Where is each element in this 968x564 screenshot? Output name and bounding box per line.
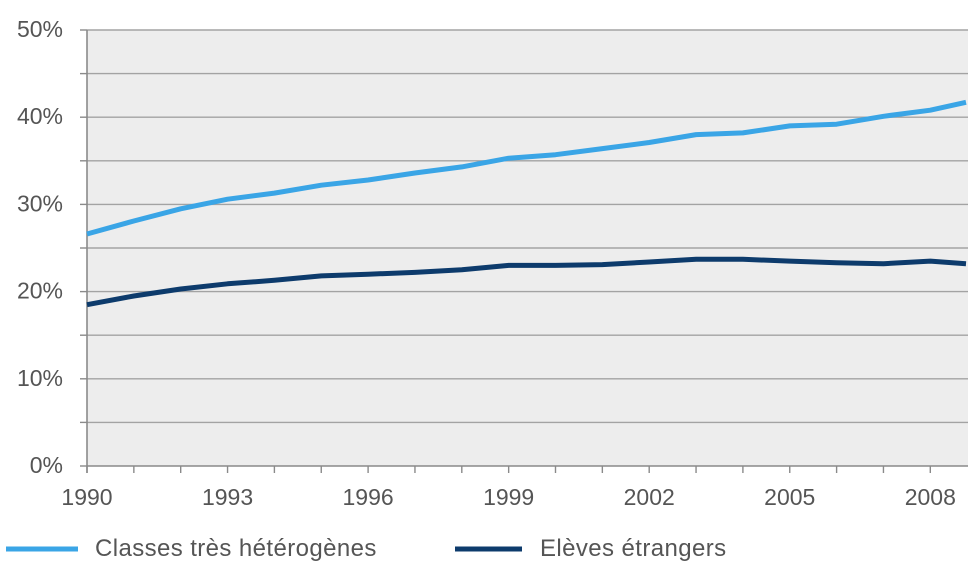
x-tick-label: 2002 [624, 484, 675, 510]
y-tick-label: 10% [17, 365, 63, 391]
x-tick-label: 1999 [483, 484, 534, 510]
x-tick-label: 2005 [764, 484, 815, 510]
y-tick-label: 50% [17, 16, 63, 42]
series-line-eleves-etrangers [86, 256, 967, 308]
legend-item-eleves-etrangers: Elèves étrangers [455, 535, 727, 562]
x-tick-label: 2008 [905, 484, 956, 510]
x-tick-label: 1990 [61, 484, 112, 510]
legend: Classes très hétérogènes Elèves étranger… [6, 535, 727, 562]
y-tick-label: 20% [17, 278, 63, 304]
x-axis: 1990 1993 1996 1999 2002 2005 2008 [61, 465, 968, 510]
y-tick-label: 0% [30, 452, 63, 478]
y-tick-label: 40% [17, 103, 63, 129]
legend-item-classes-tres-heterogenes: Classes très hétérogènes [6, 535, 377, 562]
x-tick-label: 1996 [343, 484, 394, 510]
series-lines [86, 99, 967, 308]
legend-label: Classes très hétérogènes [95, 535, 377, 562]
legend-label: Elèves étrangers [540, 535, 727, 562]
y-tick-label: 30% [17, 190, 63, 216]
gridlines [87, 29, 968, 424]
series-line-classes-tres-heterogenes [86, 99, 967, 237]
y-axis: 0% 10% 20% 30% 40% 50% [17, 16, 88, 478]
x-tick-label: 1993 [202, 484, 253, 510]
